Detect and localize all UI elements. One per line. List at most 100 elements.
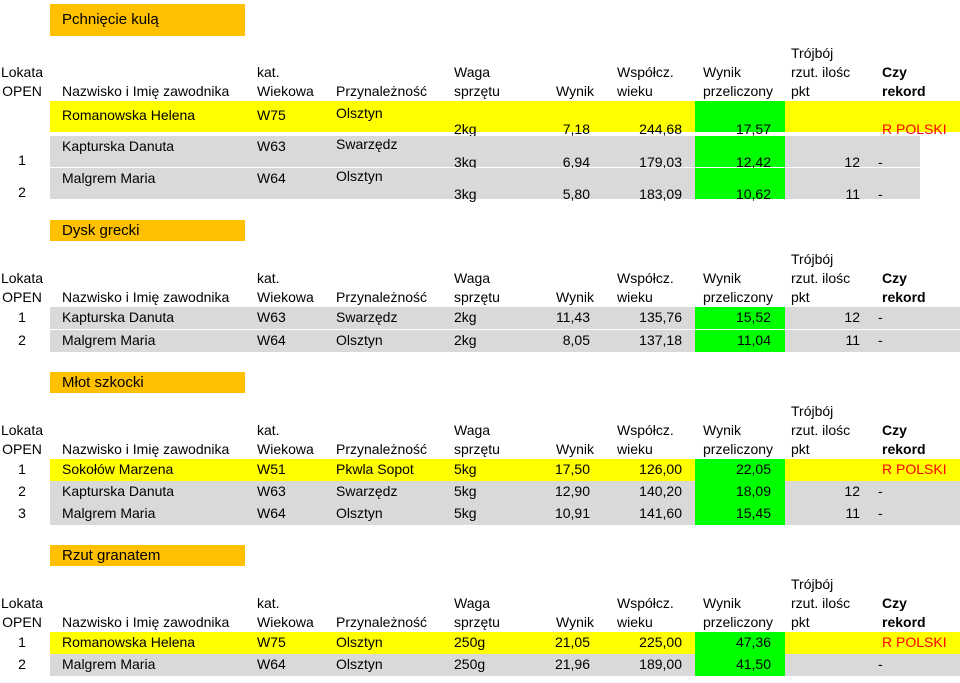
points: 12 <box>844 309 860 325</box>
implement-weight: 250g <box>454 634 486 650</box>
place-number: 2 <box>18 332 26 348</box>
age-category: W63 <box>257 138 286 154</box>
result-highlight <box>695 307 785 329</box>
result-highlight <box>695 481 785 503</box>
result-highlight <box>695 632 785 654</box>
age-factor: 179,03 <box>639 154 682 170</box>
header-trojboj: Trójbój <box>791 251 834 267</box>
header-wynik: Wynik <box>556 441 594 457</box>
points: 11 <box>845 186 860 202</box>
converted-result: 15,45 <box>735 505 771 521</box>
header-wspolczynnik-wieku: wieku <box>617 289 653 305</box>
header-kat: kat. <box>257 422 280 438</box>
result-value: 21,96 <box>554 656 590 672</box>
header-lokata-open: OPEN <box>2 289 42 305</box>
header-kat-wiekowa: Wiekowa <box>257 83 314 99</box>
row-highlight <box>50 654 960 676</box>
table-header: Lokata OPEN Nazwisko i Imię zawodnika kat. W… <box>0 575 960 633</box>
implement-weight: 5kg <box>454 461 477 477</box>
header-trojboj: Trójbój <box>791 45 834 61</box>
table-row: 3 Malgrem Maria W64 Olsztyn 5kg 10,91 141,60 15… <box>0 503 960 525</box>
header-lokata-open: OPEN <box>2 83 42 99</box>
section-title: Młot szkocki <box>50 372 245 393</box>
converted-result: 17,57 <box>735 121 771 137</box>
club-name: Olsztyn <box>336 168 383 184</box>
header-wspolczynnik: Współcz. <box>617 270 674 286</box>
record-flag: - <box>878 483 883 499</box>
header-trojboj-pkt: pkt <box>791 83 810 99</box>
row-highlight <box>50 168 920 199</box>
table-row: 1 Kapturska Danuta W63 Swarzędz 2kg 11,43 135,… <box>0 307 960 329</box>
result-highlight <box>695 330 785 352</box>
header-name: Nazwisko i Imię zawodnika <box>62 83 230 99</box>
header-lokata: Lokata <box>0 64 44 80</box>
header-wynik-przeliczony: Wynik <box>703 270 741 286</box>
header-waga: Waga <box>454 422 491 438</box>
row-highlight <box>50 459 960 481</box>
athlete-name: Romanowska Helena <box>62 634 196 650</box>
header-kat-wiekowa: Wiekowa <box>257 289 314 305</box>
header-waga: Waga <box>454 64 491 80</box>
header-wspolczynnik: Współcz. <box>617 595 674 611</box>
club-name: Swarzędz <box>336 309 398 325</box>
table-row: 2 Malgrem Maria W64 Olsztyn 3kg 5,80 183,09 10,… <box>0 168 960 202</box>
age-factor: 183,09 <box>639 186 682 202</box>
result-highlight <box>695 654 785 676</box>
table-row: 1 Romanowska Helena W75 Olsztyn 250g 21,05 225… <box>0 632 960 654</box>
record-flag: R POLSKI <box>882 121 947 137</box>
header-wspolczynnik-wieku: wieku <box>617 441 653 457</box>
result-value: 5,80 <box>562 186 590 202</box>
implement-weight: 2kg <box>454 332 477 348</box>
club-name: Olsztyn <box>336 634 383 650</box>
place-number: 1 <box>18 152 26 168</box>
club-name: Swarzędz <box>336 136 398 152</box>
header-lokata: Lokata <box>0 270 44 286</box>
result-value: 8,05 <box>562 332 590 348</box>
header-wynik: Wynik <box>556 614 594 630</box>
converted-result: 11,04 <box>737 332 771 348</box>
club-name: Olsztyn <box>336 105 383 121</box>
converted-result: 15,52 <box>735 309 771 325</box>
header-wynik-przeliczony: Wynik <box>703 422 741 438</box>
points: 11 <box>845 332 860 348</box>
points: 12 <box>844 154 860 170</box>
header-kat-wiekowa: Wiekowa <box>257 441 314 457</box>
record-flag: - <box>878 186 883 202</box>
header-przynaleznosc: Przynależność <box>336 83 428 99</box>
result-value: 12,90 <box>554 483 590 499</box>
place-number: 1 <box>18 309 26 325</box>
header-wynik-przeliczony-2: przeliczony <box>703 441 774 457</box>
points: 12 <box>844 483 860 499</box>
header-trojboj-rzut: rzut. ilośc <box>791 64 851 80</box>
implement-weight: 5kg <box>454 505 477 521</box>
age-category: W64 <box>257 332 286 348</box>
record-flag: - <box>878 332 883 348</box>
place-number: 1 <box>18 461 26 477</box>
table-header: Lokata OPEN Nazwisko i Imię zawodnika kat. W… <box>0 44 960 102</box>
table-header: Lokata OPEN Nazwisko i Imię zawodnika kat. W… <box>0 402 960 460</box>
place-number: 2 <box>18 656 26 672</box>
age-category: W64 <box>257 170 286 186</box>
header-kat: kat. <box>257 595 280 611</box>
converted-result: 22,05 <box>735 461 771 477</box>
header-wspolczynnik-wieku: wieku <box>617 83 653 99</box>
result-highlight <box>695 168 785 199</box>
header-waga-sprzetu: sprzętu <box>454 441 500 457</box>
age-category: W64 <box>257 505 286 521</box>
header-waga-sprzetu: sprzętu <box>454 614 500 630</box>
header-trojboj: Trójbój <box>791 576 834 592</box>
place-number: 3 <box>18 505 26 521</box>
athlete-name: Kapturska Danuta <box>62 309 175 325</box>
result-value: 11,43 <box>556 309 590 325</box>
club-name: Olsztyn <box>336 505 383 521</box>
header-kat: kat. <box>257 270 280 286</box>
header-trojboj-rzut: rzut. ilośc <box>791 422 851 438</box>
header-lokata: Lokata <box>0 595 44 611</box>
converted-result: 18,09 <box>735 483 771 499</box>
implement-weight: 3kg <box>454 154 477 170</box>
header-waga-sprzetu: sprzętu <box>454 83 500 99</box>
table-row: 2 Malgrem Maria W64 Olsztyn 2kg 8,05 137,18 11,… <box>0 330 960 352</box>
age-category: W63 <box>257 483 286 499</box>
athlete-name: Romanowska Helena <box>62 107 196 123</box>
age-factor: 189,00 <box>639 656 682 672</box>
